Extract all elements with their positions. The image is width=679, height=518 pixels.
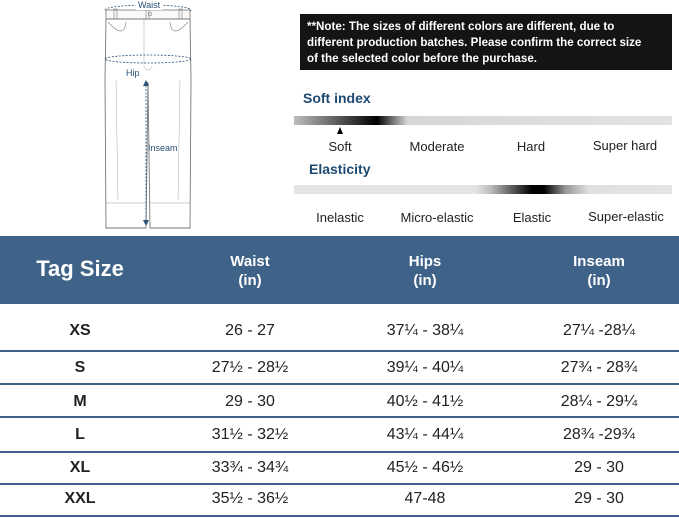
size-cell: XXL bbox=[64, 490, 96, 507]
header-inseam: Inseam bbox=[573, 253, 625, 270]
waist-label: Waist bbox=[136, 0, 163, 10]
size-table-header bbox=[0, 236, 679, 304]
header-hips: Hips bbox=[408, 253, 442, 270]
waist-cell: 35½ - 36½ bbox=[211, 490, 289, 507]
header-waist: Waist bbox=[230, 253, 270, 270]
soft-label-super-hard: Super hard bbox=[592, 138, 658, 153]
soft-label-hard: Hard bbox=[516, 139, 546, 154]
waist-cell: 31½ - 32½ bbox=[211, 426, 289, 443]
row-divider bbox=[0, 416, 679, 418]
soft-index-bar bbox=[294, 116, 672, 125]
row-divider bbox=[0, 515, 679, 517]
inseam-cell: 29 - 30 bbox=[574, 490, 624, 507]
soft-label-soft: Soft bbox=[328, 139, 352, 154]
hips-cell: 40½ - 41½ bbox=[386, 393, 464, 410]
inseam-cell: 28¼ - 29¼ bbox=[560, 393, 638, 410]
row-divider bbox=[0, 483, 679, 485]
hip-label: Hip bbox=[126, 68, 140, 78]
hips-cell: 47-48 bbox=[404, 490, 446, 507]
note-line: different production batches. Please con… bbox=[307, 36, 642, 49]
waist-cell: 27½ - 28½ bbox=[211, 359, 289, 376]
size-cell: XS bbox=[69, 322, 91, 339]
jeans-diagram: Waist Hip Inseam bbox=[96, 0, 200, 232]
inseam-label: Inseam bbox=[148, 143, 178, 153]
note-line: **Note: The sizes of different colors ar… bbox=[307, 20, 615, 33]
elastic-label-elastic: Elastic bbox=[512, 210, 552, 225]
inseam-cell: 28¾ -29¾ bbox=[562, 426, 636, 443]
hips-cell: 37¼ - 38¼ bbox=[386, 322, 464, 339]
size-cell: XL bbox=[69, 459, 91, 476]
elasticity-title: Elasticity bbox=[309, 161, 371, 177]
size-cell: S bbox=[74, 359, 86, 376]
note-line: of the selected color before the purchas… bbox=[307, 52, 538, 65]
inseam-cell: 29 - 30 bbox=[574, 459, 624, 476]
waist-cell: 33¾ - 34¾ bbox=[211, 459, 289, 476]
soft-label-moderate: Moderate bbox=[409, 139, 465, 154]
waist-cell: 29 - 30 bbox=[225, 393, 275, 410]
header-hips-unit: (in) bbox=[413, 272, 437, 289]
inseam-cell: 27¼ -28¼ bbox=[562, 322, 636, 339]
row-divider bbox=[0, 350, 679, 352]
header-tag-size: Tag Size bbox=[36, 256, 124, 281]
elasticity-marker-icon bbox=[540, 186, 546, 193]
row-divider bbox=[0, 383, 679, 385]
soft-index-marker-icon bbox=[337, 127, 343, 134]
elastic-label-super-elastic: Super-elastic bbox=[588, 209, 664, 224]
size-cell: M bbox=[73, 393, 87, 410]
hips-cell: 43¼ - 44¼ bbox=[386, 426, 464, 443]
elastic-label-micro-elastic: Micro-elastic bbox=[400, 210, 474, 225]
inseam-cell: 27¾ - 28¾ bbox=[560, 359, 638, 376]
waist-cell: 26 - 27 bbox=[225, 322, 275, 339]
size-note: **Note: The sizes of different colors ar… bbox=[300, 14, 672, 70]
header-waist-unit: (in) bbox=[238, 272, 262, 289]
header-inseam-unit: (in) bbox=[587, 272, 611, 289]
elasticity-bar bbox=[294, 185, 672, 194]
size-cell: L bbox=[75, 426, 85, 443]
elastic-label-inelastic: Inelastic bbox=[316, 210, 364, 225]
jeans-icon bbox=[104, 4, 192, 229]
row-divider bbox=[0, 451, 679, 453]
hips-cell: 45½ - 46½ bbox=[386, 459, 464, 476]
soft-index-title: Soft index bbox=[303, 90, 371, 106]
hips-cell: 39¼ - 40¼ bbox=[386, 359, 464, 376]
